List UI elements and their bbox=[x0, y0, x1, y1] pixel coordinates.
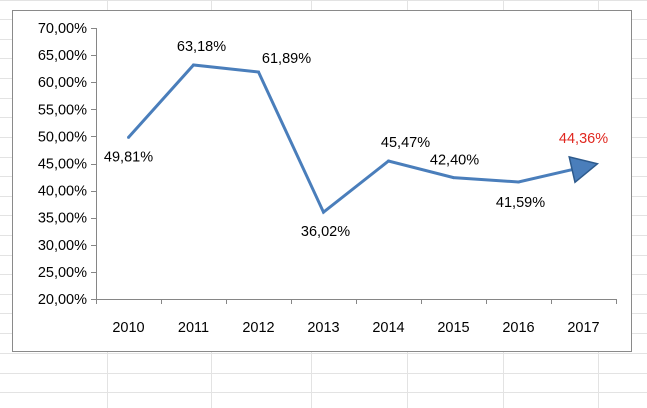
data-point bbox=[322, 210, 325, 214]
y-tick-label: 45,00% bbox=[38, 157, 87, 173]
data-point bbox=[387, 159, 390, 163]
data-label: 49,81% bbox=[104, 149, 153, 165]
data-label: 42,40% bbox=[430, 153, 479, 169]
y-tick-label: 55,00% bbox=[38, 102, 87, 118]
y-tick-label: 20,00% bbox=[38, 292, 87, 308]
y-tick-label: 40,00% bbox=[38, 184, 87, 200]
x-tick-label: 2016 bbox=[502, 320, 534, 336]
x-tick-label: 2010 bbox=[112, 320, 144, 336]
data-point bbox=[517, 180, 520, 184]
data-labels: 49,81% 63,18% 61,89% 36,02% 45,47%42,40% 41,5… bbox=[104, 39, 608, 240]
data-label: 45,47% bbox=[381, 135, 430, 151]
y-tick-label: 35,00% bbox=[38, 211, 87, 227]
y-tick-label: 60,00% bbox=[38, 75, 87, 91]
y-tick-label: 25,00% bbox=[38, 265, 87, 281]
data-point bbox=[192, 63, 195, 67]
data-point bbox=[257, 70, 260, 74]
series-line-layer bbox=[127, 63, 600, 215]
axes bbox=[91, 28, 617, 304]
data-label: 36,02% bbox=[301, 224, 350, 240]
x-axis-tick-labels: 2010 2011 2012 2013 2014 2015 2016 2017 bbox=[112, 320, 599, 336]
y-tick-label: 65,00% bbox=[38, 48, 87, 64]
y-tick-label: 30,00% bbox=[38, 238, 87, 254]
x-tick-label: 2013 bbox=[307, 320, 339, 336]
x-tick-label: 2017 bbox=[567, 320, 599, 336]
arrow-head-marker bbox=[568, 155, 600, 184]
y-tick-label: 70,00% bbox=[38, 21, 87, 37]
x-tick-label: 2015 bbox=[437, 320, 469, 336]
data-point bbox=[127, 135, 130, 139]
data-label: 41,59% bbox=[496, 195, 545, 211]
line-chart: 20,00% 25,00% 30,00% 35,00% 40,00% 45,00% 50,0… bbox=[38, 21, 617, 336]
x-tick-label: 2012 bbox=[242, 320, 274, 336]
y-axis-tick-labels: 20,00% 25,00% 30,00% 35,00% 40,00% 45,00% 50,0… bbox=[38, 21, 87, 308]
data-label: 61,89% bbox=[262, 51, 311, 67]
x-tick-label: 2011 bbox=[178, 320, 209, 336]
data-point bbox=[452, 176, 455, 180]
y-tick-label: 50,00% bbox=[38, 129, 87, 145]
data-label: 63,18% bbox=[177, 39, 226, 55]
data-label: 44,36% bbox=[559, 131, 608, 147]
chart-area[interactable]: 20,00% 25,00% 30,00% 35,00% 40,00% 45,00% 50,0… bbox=[12, 10, 632, 352]
series-line bbox=[127, 63, 575, 215]
x-tick-label: 2014 bbox=[372, 320, 404, 336]
